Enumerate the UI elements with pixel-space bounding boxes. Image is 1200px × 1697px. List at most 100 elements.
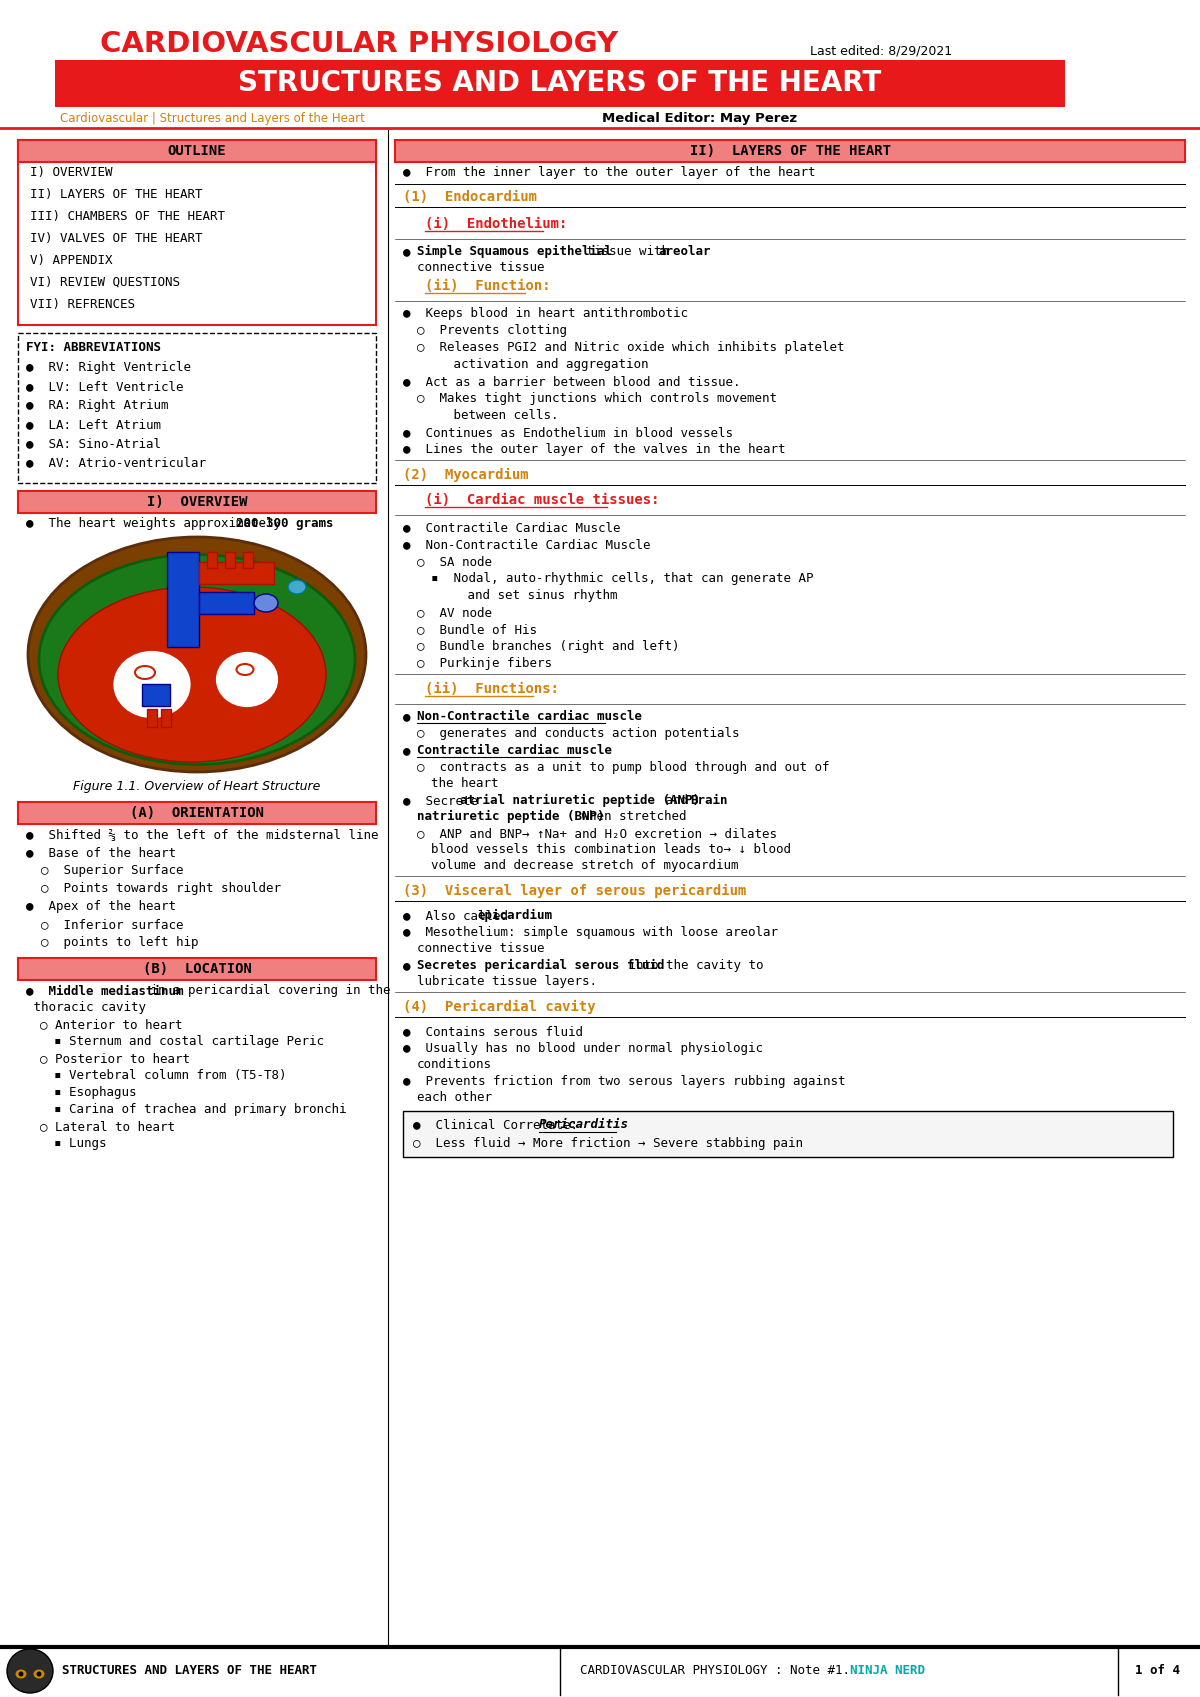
Text: ●  Usually has no blood under normal physiologic: ● Usually has no blood under normal phys… [403, 1042, 763, 1056]
FancyBboxPatch shape [199, 592, 254, 614]
Text: volume and decrease stretch of myocardium: volume and decrease stretch of myocardiu… [431, 859, 738, 872]
Ellipse shape [134, 665, 155, 679]
Text: ▪ Vertebral column from (T5-T8): ▪ Vertebral column from (T5-T8) [54, 1069, 287, 1083]
Ellipse shape [215, 650, 280, 709]
Text: ○ Posterior to heart: ○ Posterior to heart [40, 1052, 190, 1066]
FancyBboxPatch shape [55, 59, 1066, 107]
Text: 200-300 grams: 200-300 grams [236, 518, 334, 529]
Text: (4)  Pericardial cavity: (4) Pericardial cavity [403, 1000, 595, 1015]
Text: ●: ● [403, 743, 426, 757]
Text: ●  Continues as Endothelium in blood vessels: ● Continues as Endothelium in blood vess… [403, 426, 733, 440]
FancyBboxPatch shape [208, 552, 217, 568]
Text: ○  Superior Surface: ○ Superior Surface [41, 864, 184, 877]
Text: ○  Releases PGI2 and Nitric oxide which inhibits platelet: ○ Releases PGI2 and Nitric oxide which i… [418, 341, 845, 355]
Text: ▪  Nodal, auto-rhythmic cells, that can generate AP: ▪ Nodal, auto-rhythmic cells, that can g… [431, 572, 814, 585]
FancyBboxPatch shape [18, 959, 376, 979]
Text: ○  points to left hip: ○ points to left hip [41, 937, 198, 949]
Text: ○  SA node: ○ SA node [418, 555, 492, 568]
Text: ○  ANP and BNP→ ↑Na+ and H₂O excretion → dilates: ○ ANP and BNP→ ↑Na+ and H₂O excretion → … [418, 826, 778, 840]
Text: connective tissue: connective tissue [418, 942, 545, 955]
Text: 1 of 4: 1 of 4 [1135, 1665, 1180, 1678]
Ellipse shape [36, 1672, 42, 1677]
Text: CARDIOVASCULAR PHYSIOLOGY: CARDIOVASCULAR PHYSIOLOGY [100, 31, 618, 58]
Text: ●  LA: Left Atrium: ● LA: Left Atrium [26, 417, 161, 431]
Text: lubricate tissue layers.: lubricate tissue layers. [418, 976, 598, 988]
Text: blood vessels this combination leads to→ ↓ blood: blood vessels this combination leads to→… [431, 843, 791, 855]
FancyBboxPatch shape [161, 709, 172, 726]
Text: between cells.: between cells. [431, 409, 558, 423]
Text: I)  OVERVIEW: I) OVERVIEW [146, 496, 247, 509]
Text: ●  Also called: ● Also called [403, 910, 516, 921]
Text: II)  LAYERS OF THE HEART: II) LAYERS OF THE HEART [690, 144, 890, 158]
Text: FYI: ABBREVIATIONS: FYI: ABBREVIATIONS [26, 341, 161, 355]
Text: thoracic cavity: thoracic cavity [26, 1001, 146, 1015]
Text: in a pericardial covering in the: in a pericardial covering in the [143, 984, 390, 998]
Text: STRUCTURES AND LAYERS OF THE HEART: STRUCTURES AND LAYERS OF THE HEART [239, 70, 882, 97]
Ellipse shape [288, 580, 306, 594]
Text: ○  Inferior surface: ○ Inferior surface [41, 918, 184, 932]
Text: Cardiovascular | Structures and Layers of the Heart: Cardiovascular | Structures and Layers o… [60, 112, 365, 126]
Text: ●  Lines the outer layer of the valves in the heart: ● Lines the outer layer of the valves in… [403, 443, 786, 456]
Text: Pericarditis: Pericarditis [539, 1118, 629, 1130]
Text: Secretes pericardial serous fluid: Secretes pericardial serous fluid [418, 959, 665, 972]
Text: ●  Apex of the heart: ● Apex of the heart [26, 899, 176, 913]
FancyBboxPatch shape [18, 490, 376, 512]
Ellipse shape [34, 1670, 44, 1678]
Ellipse shape [7, 1649, 53, 1694]
Text: natriuretic peptide (BNP): natriuretic peptide (BNP) [418, 809, 605, 823]
Ellipse shape [236, 664, 253, 675]
Text: ▪ Sternum and costal cartilage Peric: ▪ Sternum and costal cartilage Peric [54, 1035, 324, 1049]
Ellipse shape [28, 536, 366, 772]
Text: Brain: Brain [690, 794, 727, 808]
Text: ●  Prevents friction from two serous layers rubbing against: ● Prevents friction from two serous laye… [403, 1074, 846, 1088]
Text: ●  RV: Right Ventricle: ● RV: Right Ventricle [26, 361, 191, 373]
FancyBboxPatch shape [18, 803, 376, 825]
Text: ●  Contains serous fluid: ● Contains serous fluid [403, 1025, 583, 1039]
Text: ●  From the inner layer to the outer layer of the heart: ● From the inner layer to the outer laye… [403, 166, 816, 178]
Text: (i)  Cardiac muscle tissues:: (i) Cardiac muscle tissues: [425, 494, 660, 507]
Text: ●  Secrete: ● Secrete [403, 794, 486, 808]
Ellipse shape [16, 1670, 26, 1678]
Text: ●  Base of the heart: ● Base of the heart [26, 847, 176, 859]
Text: NINJA NERD: NINJA NERD [850, 1665, 925, 1678]
Text: ●  SA: Sino-Atrial: ● SA: Sino-Atrial [26, 438, 161, 450]
Text: ●  Contractile Cardiac Muscle: ● Contractile Cardiac Muscle [403, 521, 620, 535]
FancyBboxPatch shape [199, 562, 274, 584]
Text: Medical Editor: May Perez: Medical Editor: May Perez [602, 112, 798, 126]
Text: ○  Bundle branches (right and left): ○ Bundle branches (right and left) [418, 640, 679, 653]
FancyBboxPatch shape [18, 139, 376, 326]
Text: and: and [658, 794, 696, 808]
FancyBboxPatch shape [148, 709, 157, 726]
Text: ○  Less fluid → More friction → Severe stabbing pain: ○ Less fluid → More friction → Severe st… [413, 1137, 803, 1151]
Text: ○  AV node: ○ AV node [418, 606, 492, 619]
Text: each other: each other [418, 1091, 492, 1105]
FancyBboxPatch shape [0, 0, 1200, 131]
Text: ○  Points towards right shoulder: ○ Points towards right shoulder [41, 882, 281, 894]
Text: (3)  Visceral layer of serous pericardium: (3) Visceral layer of serous pericardium [403, 884, 746, 898]
Ellipse shape [38, 555, 355, 765]
Text: (A)  ORIENTATION: (A) ORIENTATION [130, 806, 264, 820]
Text: STRUCTURES AND LAYERS OF THE HEART: STRUCTURES AND LAYERS OF THE HEART [62, 1665, 317, 1678]
Ellipse shape [58, 587, 326, 762]
FancyBboxPatch shape [142, 684, 170, 706]
Text: areolar: areolar [658, 244, 710, 258]
Text: atrial natriuretic peptide (ANP): atrial natriuretic peptide (ANP) [460, 794, 700, 808]
Ellipse shape [254, 594, 278, 613]
FancyBboxPatch shape [167, 552, 199, 647]
FancyBboxPatch shape [18, 333, 376, 484]
Text: Figure 1.1. Overview of Heart Structure: Figure 1.1. Overview of Heart Structure [73, 781, 320, 792]
Text: into the cavity to: into the cavity to [622, 959, 763, 972]
Text: ●: ● [403, 959, 426, 972]
Text: ○  Bundle of His: ○ Bundle of His [418, 623, 538, 636]
Text: (ii)  Functions:: (ii) Functions: [425, 682, 559, 696]
Text: ●  Middle mediastinum: ● Middle mediastinum [26, 984, 184, 998]
Text: ○  Prevents clotting: ○ Prevents clotting [418, 324, 568, 338]
FancyBboxPatch shape [395, 139, 1186, 161]
Text: ▪ Lungs: ▪ Lungs [54, 1137, 107, 1151]
FancyBboxPatch shape [403, 1112, 1174, 1157]
Text: ●  Shifted ⅔ to the left of the midsternal line: ● Shifted ⅔ to the left of the midsterna… [26, 828, 378, 842]
Text: tissue with: tissue with [580, 244, 677, 258]
Text: ○ Lateral to heart: ○ Lateral to heart [40, 1120, 175, 1134]
Text: (ii)  Function:: (ii) Function: [425, 278, 551, 294]
Text: III) CHAMBERS OF THE HEART: III) CHAMBERS OF THE HEART [30, 210, 226, 222]
